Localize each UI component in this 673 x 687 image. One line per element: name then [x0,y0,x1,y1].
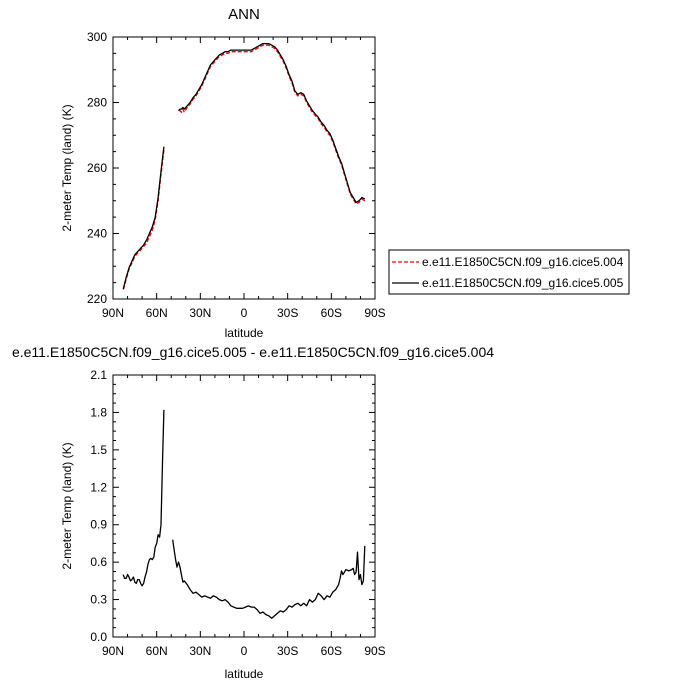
top-series-1-segment-0 [178,42,366,204]
bottom-xtick-label: 90S [364,644,385,658]
bottom-ytick-label: 1.2 [90,480,107,494]
bottom-xtick-label: 90N [102,644,124,658]
top-xtick-label: 30S [277,306,298,320]
top-series-0-segment-0 [178,44,366,205]
bottom-series-0-segment-0 [172,539,366,619]
top-ytick-label: 280 [87,96,107,110]
legend-box [388,249,630,295]
legend-label-004: e.e11.E1850C5CN.f09_g16.cice5.004 [422,255,624,269]
top-xtick-label: 60S [321,306,342,320]
bottom-series [122,409,366,619]
top-xtick-label: 30N [189,306,211,320]
top-xlabel: latitude [225,326,264,340]
top-xtick-label: 0 [241,306,248,320]
top-xtick-label: 60N [146,306,168,320]
bottom-panel: e.e11.E1850C5CN.f09_g16.cice5.005 - e.e1… [12,344,494,681]
top-plot-frame [112,36,376,300]
bottom-xtick-label: 30N [189,644,211,658]
top-series-0-segment-1 [122,149,165,291]
top-panel: ANN 90N 60N 30N 0 30S 60S 90S 220 240 260 280 300 l… [60,6,386,340]
top-ytick-label: 220 [87,292,107,306]
bottom-plot-frame [112,374,376,638]
bottom-ytick-label: 0.3 [90,593,107,607]
bottom-xtick-label: 60N [146,644,168,658]
bottom-ylabel: 2-meter Temp (land) (K) [60,442,74,569]
top-ytick-label: 260 [87,161,107,175]
bottom-xtick-label: 0 [241,644,248,658]
top-xtick-label: 90S [364,306,385,320]
bottom-ytick-label: 1.8 [90,405,107,419]
legend-label-005: e.e11.E1850C5CN.f09_g16.cice5.005 [422,276,624,290]
top-series-1-segment-1 [122,146,165,290]
bottom-xlabel: latitude [225,667,264,681]
top-ytick-label: 300 [87,30,107,44]
legend: e.e11.E1850C5CN.f09_g16.cice5.004 e.e11.… [388,249,630,295]
top-title: ANN [228,6,260,23]
bottom-ytick-label: 0.9 [90,518,107,532]
bottom-ytick-label: 2.1 [90,368,107,382]
bottom-ticks: 90N 60N 30N 0 30S 60S 90S 0.0 0.3 0.6 0.9 1.2 1.5 1.8… [90,368,385,658]
top-xtick-label: 90N [102,306,124,320]
bottom-ytick-label: 0.0 [90,630,107,644]
bottom-xtick-label: 60S [321,644,342,658]
bottom-ytick-label: 0.6 [90,555,107,569]
bottom-ytick-label: 1.5 [90,443,107,457]
bottom-xtick-label: 30S [277,644,298,658]
top-ytick-label: 240 [87,227,107,241]
top-ylabel: 2-meter Temp (land) (K) [60,104,74,231]
top-series [122,42,366,291]
bottom-title: e.e11.E1850C5CN.f09_g16.cice5.005 - e.e1… [12,344,494,360]
bottom-series-0-segment-1 [122,409,165,587]
top-ticks: 90N 60N 30N 0 30S 60S 90S 220 240 260 280 300 [87,30,386,320]
